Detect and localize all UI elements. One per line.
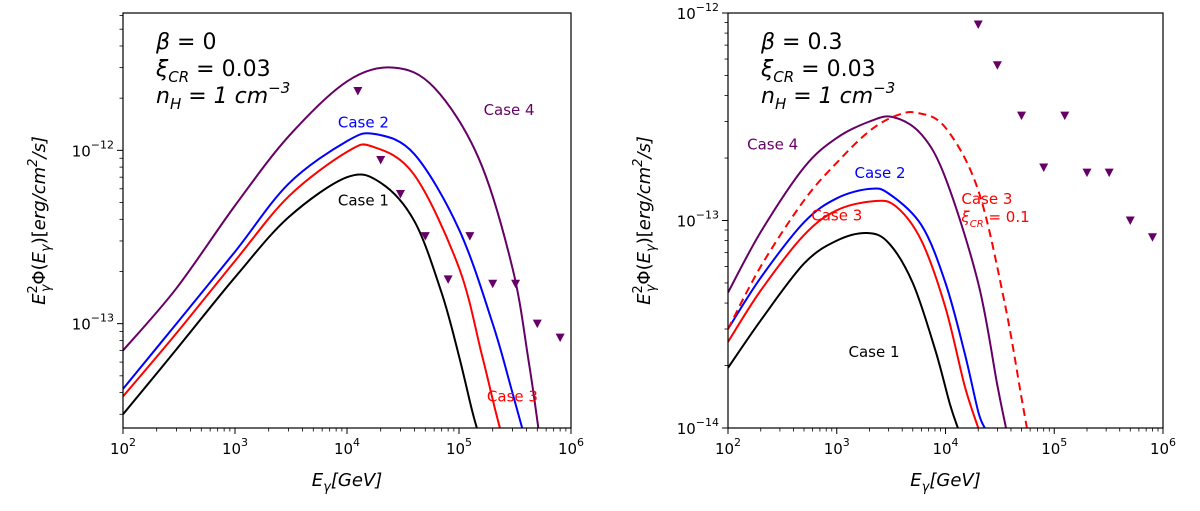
parameter-annotation: β = 0.3 (760, 30, 842, 55)
upper-limit-marker (443, 275, 453, 284)
y-tick-label: 10−13 (677, 209, 719, 231)
upper-limit-marker (532, 319, 542, 329)
x-tick-label: 103 (824, 436, 850, 458)
series-line-case-4 (728, 115, 1007, 428)
curve-label: Case 3 (811, 207, 862, 225)
upper-limit-marker (465, 232, 475, 241)
left-panel: 102 103 104 105 106 10−13 10−12 Eγ[GeV] E2γΦ(Eγ)… (26, 12, 584, 495)
series-line-case-3 (123, 143, 501, 428)
x-tick-label: 104 (932, 436, 958, 458)
y-tick-label: 10−14 (677, 416, 719, 438)
y-axis-label: E2γΦ(Eγ)[erg/cm2/s] (631, 136, 659, 305)
plot-area (123, 66, 540, 428)
x-tick-label: 103 (222, 436, 248, 458)
upper-limit-marker (395, 189, 405, 199)
plot-frame (122, 12, 572, 429)
x-axis-label: Eγ[GeV] (312, 470, 382, 495)
y-tick-label: 10−12 (677, 1, 719, 23)
x-tick-label: 102 (715, 436, 741, 458)
series-line-case-2 (728, 187, 986, 428)
x-tick-label: 105 (446, 436, 472, 458)
parameter-annotation: nH = 1 cm−3 (761, 79, 895, 113)
x-tick-label: 105 (1041, 436, 1067, 458)
upper-limit-marker (420, 232, 430, 241)
upper-limit-marker (1082, 168, 1092, 178)
plot-frame (727, 12, 1164, 429)
upper-limit-marker (488, 279, 498, 289)
y-tick-label: 10−12 (72, 138, 114, 160)
upper-limit-marker (1147, 233, 1157, 242)
series-line-case-2 (123, 132, 524, 428)
x-tick-label: 102 (110, 436, 136, 458)
curve-label: Case 4 (747, 135, 798, 153)
upper-limit-marker (992, 61, 1002, 70)
curve-label: Case 2 (338, 114, 389, 132)
upper-limit-marker (1125, 216, 1135, 225)
x-tick-label: 106 (558, 436, 584, 458)
y-tick-label: 10−13 (72, 312, 114, 334)
upper-limit-marker (1017, 111, 1027, 121)
curve-label: Case 3 (487, 388, 538, 406)
upper-limit-marker (973, 20, 983, 30)
curve-label: Case 1 (338, 192, 389, 210)
upper-limit-marker (1104, 168, 1114, 178)
y-axis-label: E2γΦ(Eγ)[erg/cm2/s] (26, 136, 54, 305)
upper-limit-marker (555, 333, 565, 343)
curve-label: Case 3 (961, 190, 1012, 208)
series-line-case-4 (123, 66, 540, 428)
series-line-case-3 (728, 199, 980, 428)
upper-limit-marker (376, 155, 386, 165)
upper-limit-marker (1060, 111, 1070, 121)
plot-area (728, 111, 1028, 428)
upper-limit-marker (511, 279, 521, 289)
curve-label: Case 1 (848, 343, 899, 361)
curve-label: Case 2 (855, 164, 906, 182)
upper-limit-marker (353, 86, 363, 96)
x-tick-label: 106 (1150, 436, 1176, 458)
x-axis-label: Eγ[GeV] (910, 470, 980, 495)
upper-limit-marker (1039, 163, 1049, 173)
parameter-annotation: ξCR = 0.03 (155, 57, 271, 86)
parameter-annotation: ξCR = 0.03 (760, 57, 876, 86)
x-tick-label: 104 (334, 436, 360, 458)
curve-label-param: ξCR = 0.1 (960, 208, 1029, 230)
curve-label: Case 4 (484, 101, 535, 119)
series-line-case-1 (123, 173, 478, 428)
series-line-case-3-dashed (728, 111, 1028, 428)
parameter-annotation: nH = 1 cm−3 (156, 79, 290, 113)
right-panel: 102 103 104 105 106 10−14 10−13 10−12 Eγ[GeV] E2γ… (631, 1, 1176, 495)
parameter-annotation: β = 0 (155, 30, 216, 55)
series-line-case-1 (728, 231, 959, 428)
